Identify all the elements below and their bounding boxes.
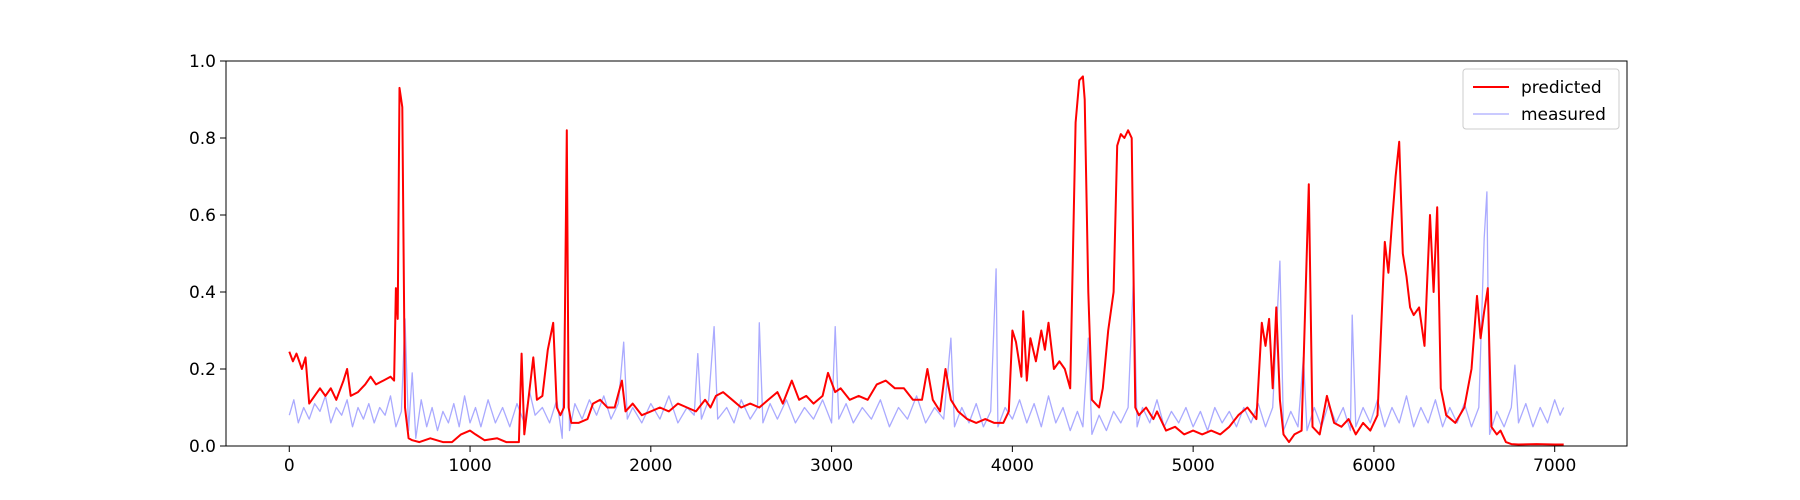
legend-label-measured: measured (1521, 105, 1606, 125)
plot-frame (225, 60, 1628, 447)
x-tick-label: 3000 (810, 456, 853, 476)
x-tick-label: 1000 (448, 456, 491, 476)
x-axis: 0 1000 2000 3000 4000 5000 6000 7000 (284, 446, 1576, 476)
legend-label-predicted: predicted (1521, 78, 1602, 98)
y-tick-label: 0.4 (189, 283, 216, 303)
series-lines (288, 75, 1565, 446)
y-tick-label: 1.0 (189, 52, 216, 72)
y-tick-label: 0.6 (189, 206, 216, 226)
x-tick-label: 2000 (629, 456, 672, 476)
y-axis: 0.0 0.2 0.4 0.6 0.8 1.0 (189, 52, 226, 457)
x-tick-label: 5000 (1172, 456, 1215, 476)
legend: predicted measured (1462, 68, 1620, 130)
y-tick-label: 0.0 (189, 437, 216, 457)
series-line-measured (288, 191, 1565, 439)
y-tick-label: 0.8 (189, 129, 216, 149)
x-tick-label: 4000 (991, 456, 1034, 476)
x-tick-label: 7000 (1533, 456, 1576, 476)
series-line-predicted (288, 75, 1564, 446)
x-tick-label: 6000 (1352, 456, 1395, 476)
y-tick-label: 0.2 (189, 360, 216, 380)
x-tick-label: 0 (284, 456, 295, 476)
